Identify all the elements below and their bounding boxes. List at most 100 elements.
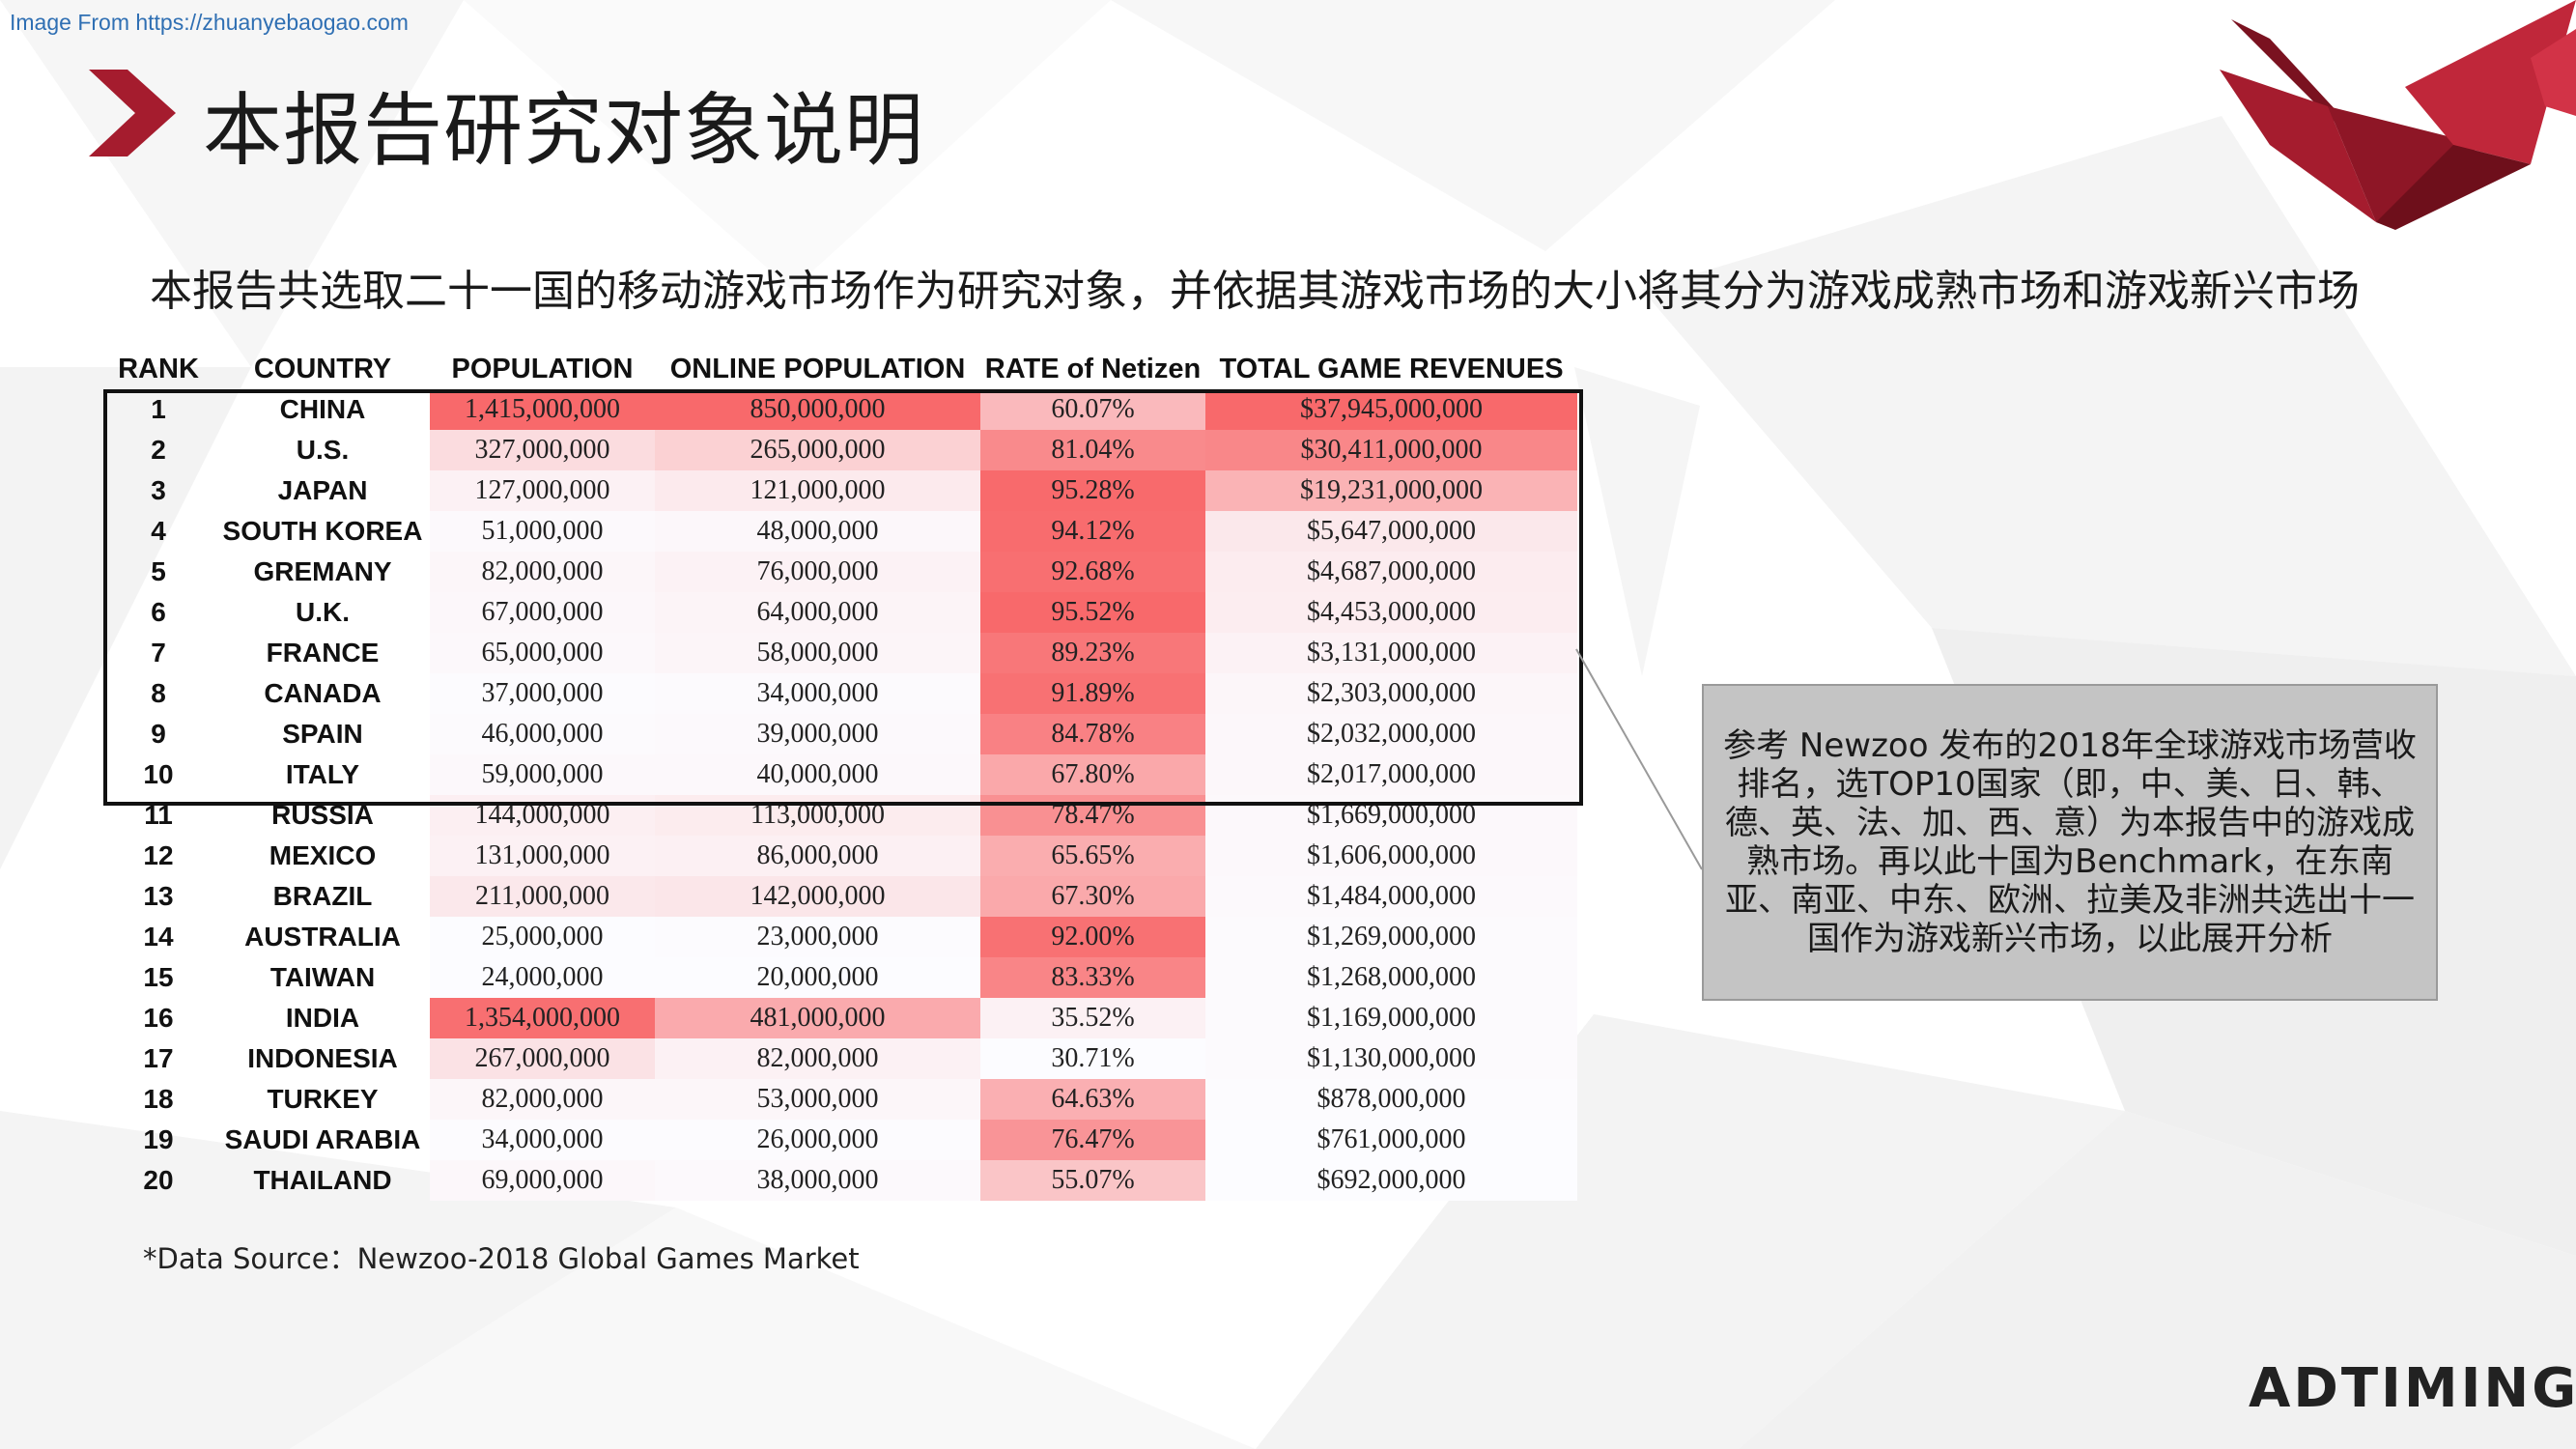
rate-cell: 35.52% (980, 998, 1205, 1038)
online-population-cell: 265,000,000 (655, 430, 980, 470)
online-population-cell: 121,000,000 (655, 470, 980, 511)
population-cell: 211,000,000 (430, 876, 655, 917)
header-rate-of-netizen: RATE of Netizen (984, 353, 1202, 384)
rank-cell: 1 (151, 394, 166, 424)
online-population-cell: 113,000,000 (655, 795, 980, 836)
online-population-cell: 850,000,000 (655, 389, 980, 430)
country-cell: SOUTH KOREA (222, 516, 423, 546)
population-cell: 82,000,000 (430, 552, 655, 592)
market-table: RANK COUNTRY POPULATION ONLINE POPULATIO… (101, 349, 1577, 1201)
revenue-cell: $1,130,000,000 (1205, 1038, 1577, 1079)
rank-cell: 9 (151, 719, 166, 749)
rank-cell: 16 (143, 1003, 174, 1033)
revenue-cell: $2,017,000,000 (1205, 754, 1577, 795)
source-link-text[interactable]: Image From https://zhuanyebaogao.com (10, 10, 409, 35)
population-cell: 1,415,000,000 (430, 389, 655, 430)
rate-cell: 78.47% (980, 795, 1205, 836)
country-cell: JAPAN (277, 475, 368, 505)
table-row: 14 AUSTRALIA 25,000,000 23,000,000 92.00% $1,… (101, 917, 1577, 957)
country-cell: TAIWAN (269, 962, 376, 992)
revenue-cell: $5,647,000,000 (1205, 511, 1577, 552)
country-cell: INDONESIA (247, 1043, 398, 1073)
chevron-right-icon (89, 70, 176, 156)
revenue-cell: $30,411,000,000 (1205, 430, 1577, 470)
rate-cell: 65.65% (980, 836, 1205, 876)
revenue-cell: $761,000,000 (1205, 1120, 1577, 1160)
table-row: 13 BRAZIL 211,000,000 142,000,000 67.30% $1,4… (101, 876, 1577, 917)
rate-cell: 76.47% (980, 1120, 1205, 1160)
population-cell: 37,000,000 (430, 673, 655, 714)
country-cell: BRAZIL (272, 881, 373, 911)
data-source-footnote: *Data Source：Newzoo-2018 Global Games Ma… (143, 1242, 860, 1275)
rank-cell: 13 (143, 881, 174, 911)
country-cell: THAILAND (253, 1165, 392, 1195)
table-row: 9 SPAIN 46,000,000 39,000,000 84.78% $2,032,0… (101, 714, 1577, 754)
population-cell: 267,000,000 (430, 1038, 655, 1079)
population-cell: 65,000,000 (430, 633, 655, 673)
online-population-cell: 76,000,000 (655, 552, 980, 592)
table-row: 7 FRANCE 65,000,000 58,000,000 89.23% $3,131,… (101, 633, 1577, 673)
online-population-cell: 39,000,000 (655, 714, 980, 754)
adtiming-logo: ADTIMING (2249, 1357, 2576, 1420)
revenue-cell: $4,453,000,000 (1205, 592, 1577, 633)
red-origami-bird-icon (2220, 0, 2576, 230)
table-row: 2 U.S. 327,000,000 265,000,000 81.04% $30,411… (101, 430, 1577, 470)
country-cell: ITALY (285, 759, 360, 789)
population-cell: 1,354,000,000 (430, 998, 655, 1038)
rate-cell: 81.04% (980, 430, 1205, 470)
country-cell: U.S. (296, 435, 350, 465)
population-cell: 131,000,000 (430, 836, 655, 876)
rate-cell: 95.28% (980, 470, 1205, 511)
page-title: 本报告研究对象说明 (203, 85, 925, 177)
rate-cell: 55.07% (980, 1160, 1205, 1201)
rank-cell: 6 (151, 597, 166, 627)
rank-cell: 14 (143, 922, 174, 952)
rank-cell: 18 (143, 1084, 174, 1114)
header-total-game-revenues: TOTAL GAME REVENUES (1219, 353, 1564, 384)
revenue-cell: $1,669,000,000 (1205, 795, 1577, 836)
rank-cell: 15 (143, 962, 174, 992)
rank-cell: 19 (143, 1124, 174, 1154)
table-row: 20 THAILAND 69,000,000 38,000,000 55.07% $692… (101, 1160, 1577, 1201)
table-row: 18 TURKEY 82,000,000 53,000,000 64.63% $878,0… (101, 1079, 1577, 1120)
rank-cell: 2 (151, 435, 166, 465)
revenue-cell: $37,945,000,000 (1205, 389, 1577, 430)
note-box: 参考 Newzoo 发布的2018年全球游戏市场营收排名，选TOP10国家（即，… (1702, 684, 2438, 1001)
table-row: 6 U.K. 67,000,000 64,000,000 95.52% $4,453,00… (101, 592, 1577, 633)
online-population-cell: 34,000,000 (655, 673, 980, 714)
revenue-cell: $1,606,000,000 (1205, 836, 1577, 876)
population-cell: 69,000,000 (430, 1160, 655, 1201)
note-text: 参考 Newzoo 发布的2018年全球游戏市场营收排名，选TOP10国家（即，… (1723, 726, 2417, 958)
rank-cell: 17 (143, 1043, 174, 1073)
table-row: 4 SOUTH KOREA 51,000,000 48,000,000 94.12% $5… (101, 511, 1577, 552)
rate-cell: 60.07% (980, 389, 1205, 430)
header-country: COUNTRY (253, 353, 392, 384)
rank-cell: 3 (151, 475, 166, 505)
country-cell: MEXICO (269, 840, 377, 870)
rate-cell: 67.30% (980, 876, 1205, 917)
header-population: POPULATION (451, 353, 634, 384)
table-row: 5 GREMANY 82,000,000 76,000,000 92.68% $4,687… (101, 552, 1577, 592)
population-cell: 127,000,000 (430, 470, 655, 511)
country-cell: U.K. (296, 597, 350, 627)
table-row: 1 CHINA 1,415,000,000 850,000,000 60.07% $37,… (101, 389, 1577, 430)
revenue-cell: $1,268,000,000 (1205, 957, 1577, 998)
country-cell: AUSTRALIA (244, 922, 401, 952)
rate-cell: 30.71% (980, 1038, 1205, 1079)
rate-cell: 94.12% (980, 511, 1205, 552)
online-population-cell: 58,000,000 (655, 633, 980, 673)
country-cell: INDIA (285, 1003, 360, 1033)
online-population-cell: 53,000,000 (655, 1079, 980, 1120)
population-cell: 24,000,000 (430, 957, 655, 998)
population-cell: 82,000,000 (430, 1079, 655, 1120)
rank-cell: 20 (143, 1165, 174, 1195)
rate-cell: 64.63% (980, 1079, 1205, 1120)
rate-cell: 92.00% (980, 917, 1205, 957)
revenue-cell: $692,000,000 (1205, 1160, 1577, 1201)
country-cell: SPAIN (282, 719, 363, 749)
online-population-cell: 38,000,000 (655, 1160, 980, 1201)
table-body: 1 CHINA 1,415,000,000 850,000,000 60.07% $37,… (101, 389, 1577, 1201)
table-row: 10 ITALY 59,000,000 40,000,000 67.80% $2,017,… (101, 754, 1577, 795)
rate-cell: 67.80% (980, 754, 1205, 795)
population-cell: 59,000,000 (430, 754, 655, 795)
